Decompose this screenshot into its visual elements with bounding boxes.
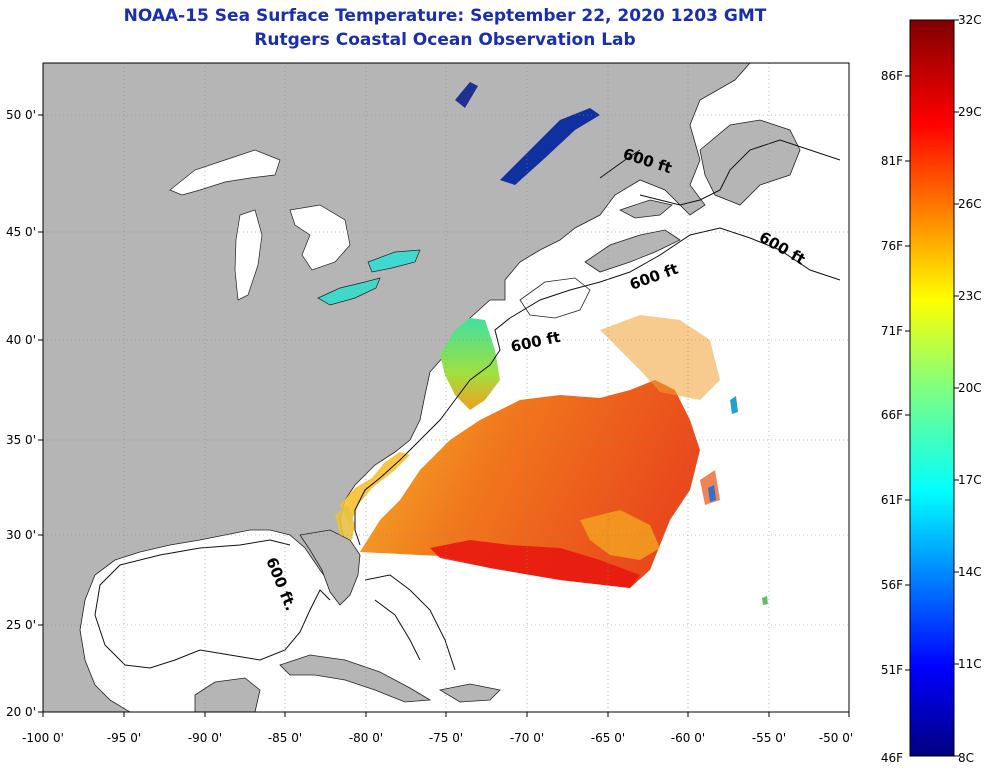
nova-scotia-land: [584, 229, 681, 273]
lake-superior: [169, 149, 281, 196]
colorbar-c-label: 26C: [958, 197, 982, 211]
north-america-land: [43, 63, 751, 712]
lon-label: -80 0': [349, 731, 383, 745]
lon-axis: -100 0' -95 0' -90 0' -85 0' -80 0' -75 …: [22, 712, 853, 745]
map-subtitle: Rutgers Coastal Ocean Observation Lab: [254, 30, 636, 50]
lat-axis: 50 0' 45 0' 40 0' 35 0' 30 0' 25 0' 20 0…: [6, 108, 43, 719]
colorbar-c-label: 32C: [958, 13, 982, 27]
lake-nipigon: [455, 82, 478, 108]
lat-label: 40 0': [6, 333, 36, 347]
colorbar-c-label: 17C: [958, 473, 982, 487]
lat-label: 45 0': [6, 225, 36, 239]
lat-label: 50 0': [6, 108, 36, 122]
lon-label: -85 0': [268, 731, 302, 745]
colorbar-gradient: [909, 19, 955, 757]
colorbar-f-label: 86F: [881, 69, 903, 83]
colorbar-f-label: 76F: [881, 239, 903, 253]
lake-ontario: [367, 249, 421, 273]
lon-label: -50 0': [819, 731, 853, 745]
lon-label: -90 0': [188, 731, 222, 745]
lat-label: 30 0': [6, 528, 36, 542]
st-lawrence-cold: [500, 108, 600, 185]
lat-label: 20 0': [6, 705, 36, 719]
lake-erie: [317, 277, 381, 306]
lon-label: -70 0': [510, 731, 544, 745]
lake-huron: [289, 204, 351, 271]
map-title: NOAA-15 Sea Surface Temperature: Septemb…: [123, 6, 767, 26]
lat-label: 35 0': [6, 433, 36, 447]
colorbar-c-label: 8C: [958, 751, 974, 765]
lon-label: -55 0': [752, 731, 786, 745]
colorbar-f-label: 71F: [881, 324, 903, 338]
colorbar-f-label: 46F: [881, 751, 903, 765]
florida-land: [299, 529, 361, 606]
cuba-land: [279, 654, 432, 703]
yucatan-land: [194, 677, 261, 712]
colorbar-c-label: 11C: [958, 657, 982, 671]
gulf-of-maine: [519, 277, 591, 319]
lon-label: -60 0': [671, 731, 705, 745]
temperature-colorbar: 86F 81F 76F 71F 66F 61F 56F 51F 46F 32C …: [881, 13, 982, 765]
graticule: [43, 63, 849, 712]
colorbar-f-label: 56F: [881, 578, 903, 592]
lon-label: -65 0': [591, 731, 625, 745]
colorbar-c-label: 20C: [958, 381, 982, 395]
colorbar-f-label: 51F: [881, 663, 903, 677]
lat-label: 25 0': [6, 618, 36, 632]
lon-label: -100 0': [22, 731, 64, 745]
colorbar-c-label: 29C: [958, 105, 982, 119]
prince-edward-land: [618, 199, 673, 219]
lake-michigan: [234, 209, 263, 301]
colorbar-f-label: 61F: [881, 493, 903, 507]
hispaniola-land: [438, 683, 501, 703]
colorbar-f-label: 66F: [881, 408, 903, 422]
lon-label: -95 0': [107, 731, 141, 745]
colorbar-f-label: 81F: [881, 154, 903, 168]
sst-data-overlay: [335, 315, 768, 605]
colorbar-c-label: 23C: [958, 289, 982, 303]
colorbar-c-label: 14C: [958, 565, 982, 579]
lon-label: -75 0': [429, 731, 463, 745]
isobath-600ft: [94, 139, 841, 671]
